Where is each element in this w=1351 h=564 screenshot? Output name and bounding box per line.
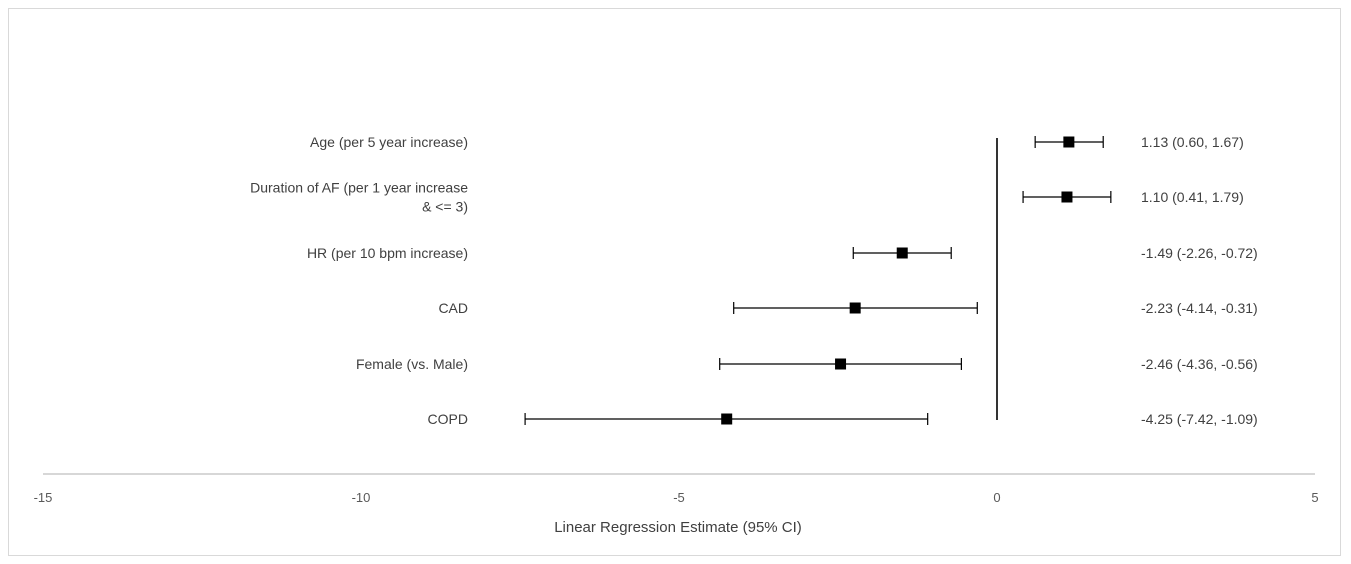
x-tick-label: 0 <box>993 490 1000 505</box>
estimate-marker <box>1063 136 1075 148</box>
estimate-marker <box>896 247 908 259</box>
estimate-marker <box>849 302 861 314</box>
forest-row: Age (per 5 year increase) 1.13 (0.60, 1.6… <box>310 134 1244 150</box>
row-label: & <= 3) <box>422 199 468 215</box>
x-tick-label: -15 <box>34 490 53 505</box>
x-axis-title: Linear Regression Estimate (95% CI) <box>554 519 802 536</box>
forest-rows: Age (per 5 year increase) 1.13 (0.60, 1.6… <box>250 134 1258 427</box>
estimate-label: -2.46 (-4.36, -0.56) <box>1141 356 1258 372</box>
row-label: COPD <box>428 411 468 427</box>
row-label: Female (vs. Male) <box>356 356 468 372</box>
forest-row: COPD -4.25 (-7.42, -1.09) <box>428 411 1258 427</box>
x-axis: -15 -10 -5 0 5 <box>34 473 1319 505</box>
row-label: Age (per 5 year increase) <box>310 134 468 150</box>
estimate-label: 1.13 (0.60, 1.67) <box>1141 134 1244 150</box>
forest-row: Duration of AF (per 1 year increase & <= … <box>250 180 1244 215</box>
estimate-marker <box>721 413 733 425</box>
x-tick-label: 5 <box>1311 490 1318 505</box>
estimate-label: -2.23 (-4.14, -0.31) <box>1141 300 1258 316</box>
x-tick-label: -10 <box>352 490 371 505</box>
row-label: Duration of AF (per 1 year increase <box>250 180 468 196</box>
estimate-marker <box>1061 191 1073 203</box>
estimate-label: 1.10 (0.41, 1.79) <box>1141 189 1244 205</box>
forest-row: Female (vs. Male) -2.46 (-4.36, -0.56) <box>356 356 1258 372</box>
forest-row: CAD -2.23 (-4.14, -0.31) <box>438 300 1257 316</box>
estimate-marker <box>835 358 847 370</box>
forest-row: HR (per 10 bpm increase) -1.49 (-2.26, -0… <box>307 245 1258 261</box>
row-label: CAD <box>438 300 468 316</box>
row-label: HR (per 10 bpm increase) <box>307 245 468 261</box>
estimate-label: -4.25 (-7.42, -1.09) <box>1141 411 1258 427</box>
chart-frame <box>8 8 1341 556</box>
estimate-label: -1.49 (-2.26, -0.72) <box>1141 245 1258 261</box>
x-tick-label: -5 <box>673 490 685 505</box>
